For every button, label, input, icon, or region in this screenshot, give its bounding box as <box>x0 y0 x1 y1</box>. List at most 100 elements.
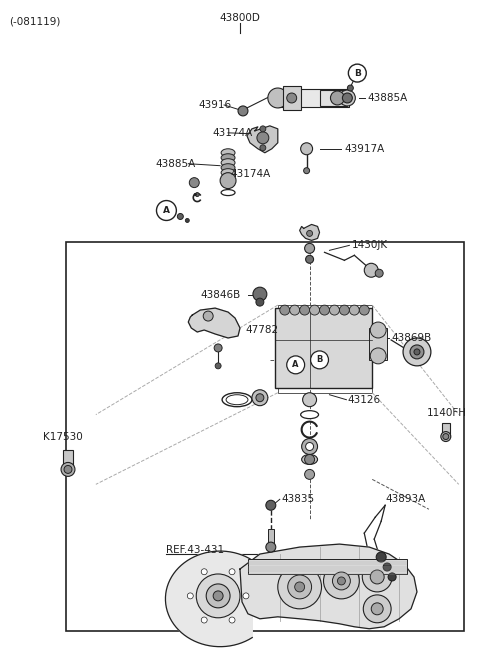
Circle shape <box>156 201 176 220</box>
Circle shape <box>295 582 305 592</box>
Circle shape <box>376 552 386 562</box>
Text: (-081119): (-081119) <box>9 17 60 26</box>
Circle shape <box>268 88 288 108</box>
Circle shape <box>61 463 75 477</box>
Circle shape <box>329 305 339 315</box>
Ellipse shape <box>221 154 235 162</box>
Text: A: A <box>292 360 299 369</box>
Text: REF.43-431: REF.43-431 <box>167 545 225 555</box>
Circle shape <box>195 193 199 197</box>
Bar <box>369 328 387 360</box>
Text: 43846B: 43846B <box>200 290 240 300</box>
Text: 43885A: 43885A <box>156 159 196 169</box>
Circle shape <box>280 305 290 315</box>
Circle shape <box>337 577 346 585</box>
Circle shape <box>443 434 449 440</box>
Circle shape <box>388 573 396 581</box>
Ellipse shape <box>221 149 235 157</box>
Circle shape <box>307 230 312 236</box>
Circle shape <box>229 569 235 575</box>
Ellipse shape <box>221 169 235 177</box>
Text: 47782: 47782 <box>245 325 278 335</box>
Polygon shape <box>188 308 240 338</box>
Circle shape <box>360 305 369 315</box>
Circle shape <box>305 455 314 465</box>
Circle shape <box>441 432 451 442</box>
Bar <box>268 529 274 547</box>
Circle shape <box>201 569 207 575</box>
Bar <box>278 89 349 107</box>
Circle shape <box>203 311 213 321</box>
Polygon shape <box>166 551 252 647</box>
Circle shape <box>363 595 391 623</box>
Circle shape <box>370 322 386 338</box>
Ellipse shape <box>222 393 252 406</box>
Ellipse shape <box>221 164 235 171</box>
Circle shape <box>214 344 222 352</box>
Circle shape <box>243 593 249 599</box>
Circle shape <box>333 572 350 590</box>
Text: 43917A: 43917A <box>344 144 384 154</box>
Circle shape <box>320 305 329 315</box>
Circle shape <box>306 256 313 263</box>
Circle shape <box>185 218 189 222</box>
Circle shape <box>215 363 221 369</box>
Circle shape <box>287 356 305 374</box>
Circle shape <box>364 263 378 277</box>
Text: K17530: K17530 <box>43 432 83 442</box>
Text: 1140FH: 1140FH <box>427 408 467 418</box>
Circle shape <box>288 575 312 599</box>
Circle shape <box>383 563 391 571</box>
Circle shape <box>342 93 352 103</box>
Text: 1430JK: 1430JK <box>351 240 387 250</box>
Text: 43174A: 43174A <box>230 169 270 179</box>
Circle shape <box>201 617 207 623</box>
Text: 43835: 43835 <box>282 495 315 504</box>
Circle shape <box>238 106 248 116</box>
Circle shape <box>311 351 328 369</box>
Ellipse shape <box>301 455 318 465</box>
Circle shape <box>187 593 193 599</box>
Circle shape <box>349 305 360 315</box>
Text: 43893A: 43893A <box>385 495 425 504</box>
Circle shape <box>304 167 310 173</box>
Circle shape <box>257 132 269 144</box>
Circle shape <box>64 465 72 473</box>
Circle shape <box>324 563 360 599</box>
Text: 43800D: 43800D <box>219 13 261 23</box>
Circle shape <box>362 562 392 592</box>
Bar <box>248 559 407 574</box>
Circle shape <box>278 565 322 609</box>
Circle shape <box>375 269 383 277</box>
Circle shape <box>301 438 318 455</box>
Circle shape <box>302 393 316 406</box>
Circle shape <box>330 91 344 105</box>
Circle shape <box>229 617 235 623</box>
Text: B: B <box>354 69 361 77</box>
Bar <box>283 86 300 110</box>
Circle shape <box>414 349 420 355</box>
Text: 43126: 43126 <box>348 395 381 404</box>
Text: 43885A: 43885A <box>367 93 408 103</box>
Text: B: B <box>316 355 323 364</box>
Circle shape <box>287 93 297 103</box>
Circle shape <box>252 390 268 406</box>
Circle shape <box>256 394 264 402</box>
Circle shape <box>305 469 314 479</box>
Bar <box>63 449 73 467</box>
Polygon shape <box>247 126 278 153</box>
Text: •: • <box>191 189 197 199</box>
Circle shape <box>196 574 240 618</box>
Circle shape <box>256 298 264 306</box>
Circle shape <box>300 143 312 155</box>
Circle shape <box>213 591 223 601</box>
Text: 43916: 43916 <box>198 100 231 110</box>
Circle shape <box>348 64 366 82</box>
Circle shape <box>206 584 230 608</box>
Circle shape <box>260 145 266 151</box>
Polygon shape <box>240 544 417 629</box>
Text: A: A <box>163 206 170 215</box>
Circle shape <box>306 442 313 451</box>
Circle shape <box>266 542 276 552</box>
Circle shape <box>310 305 320 315</box>
